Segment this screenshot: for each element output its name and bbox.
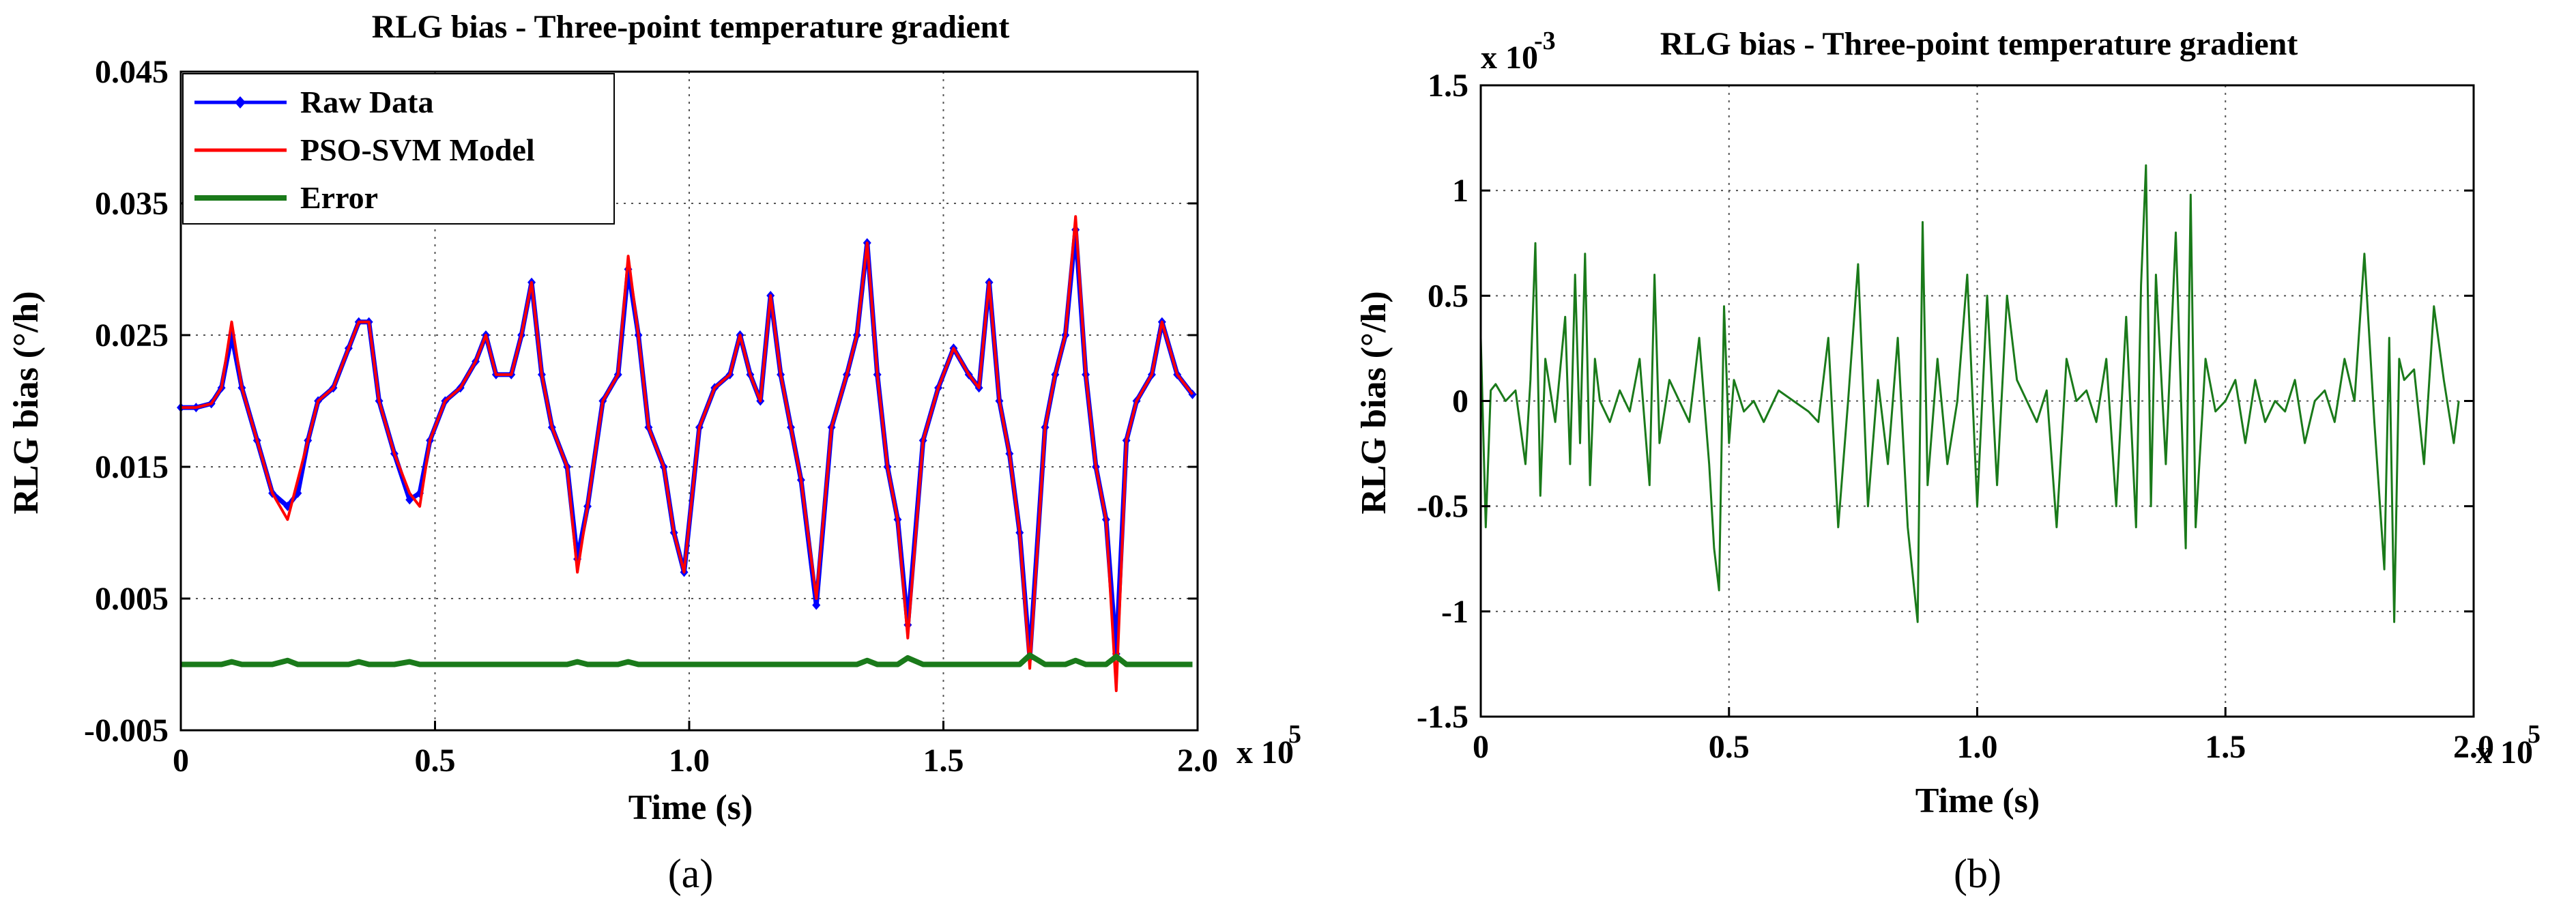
chart-b-x-exponent-base: x 10 xyxy=(2476,734,2533,771)
chart-b-plot-area xyxy=(1479,164,2460,623)
b-ytick-label: 0.5 xyxy=(1428,278,1468,314)
chart-b-y-exponent-base: x 10 xyxy=(1481,40,1538,76)
chart-a-x-ticks: 0 0.5 1.0 1.5 2.0 xyxy=(173,721,1218,779)
chart-a-legend: Raw Data PSO-SVM Model Error xyxy=(182,73,615,225)
a-xtick-label: 0.5 xyxy=(415,743,456,779)
chart-b-grid xyxy=(1481,85,2474,717)
chart-b-x-exponent-power: 5 xyxy=(2528,720,2541,749)
chart-b: RLG bias - Three-point temperature gradi… xyxy=(1355,26,2541,896)
chart-a-legend-label-pso-svm-model: PSO-SVM Model xyxy=(300,132,535,167)
a-ytick-label: -0.005 xyxy=(84,713,169,749)
chart-a-grid xyxy=(181,72,1198,730)
chart-a-x-axis-label: Time (s) xyxy=(628,788,753,827)
a-ytick-label: 0.015 xyxy=(95,449,169,485)
chart-a: RLG bias - Three-point temperature gradi… xyxy=(7,9,1301,896)
chart-b-caption: (b) xyxy=(1954,851,2001,896)
chart-b-title: RLG bias - Three-point temperature gradi… xyxy=(1660,26,2298,62)
chart-a-legend-label-error: Error xyxy=(300,180,378,215)
b-xtick-label: 0 xyxy=(1473,729,1489,765)
b-xtick-label: 0.5 xyxy=(1709,729,1750,765)
a-xtick-label: 2.0 xyxy=(1177,743,1218,779)
chart-b-y-exponent-power: -3 xyxy=(1534,27,1556,55)
chart-a-x-exponent-base: x 10 xyxy=(1236,734,1294,771)
b-xtick-label: 2.0 xyxy=(2453,729,2494,765)
a-series-error-line xyxy=(181,652,1193,667)
chart-b-y-ticks: -1.5 -1 -0.5 0 0.5 1 1.5 xyxy=(1417,68,2474,735)
b-ytick-label: 1 xyxy=(1452,173,1468,209)
a-xtick-label: 0 xyxy=(173,743,189,779)
chart-a-x-exponent-power: 5 xyxy=(1288,720,1301,749)
chart-b-x-axis-label: Time (s) xyxy=(1915,781,2040,820)
b-ytick-label: -0.5 xyxy=(1417,489,1468,525)
b-xtick-label: 1.5 xyxy=(2205,729,2246,765)
chart-a-title: RLG bias - Three-point temperature gradi… xyxy=(372,9,1010,45)
chart-a-caption: (a) xyxy=(668,851,714,896)
b-series-series-line xyxy=(1479,164,2460,623)
b-xtick-label: 1.0 xyxy=(1957,729,1998,765)
a-ytick-label: 0.035 xyxy=(95,186,169,222)
b-ytick-label: 0 xyxy=(1452,384,1468,420)
chart-a-legend-marker-raw-data xyxy=(235,96,246,109)
chart-a-legend-label-raw-data: Raw Data xyxy=(300,85,433,119)
a-series-raw-data-line xyxy=(181,227,1195,661)
a-xtick-label: 1.5 xyxy=(923,743,964,779)
a-series-raw-data-point xyxy=(812,600,821,610)
b-ytick-label: -1.5 xyxy=(1417,699,1468,735)
a-series-pso-svm-model-line xyxy=(181,215,1194,693)
a-ytick-label: 0.045 xyxy=(95,54,169,90)
chart-b-y-axis-label: RLG bias (°/h) xyxy=(1355,291,1393,514)
b-ytick-label: -1 xyxy=(1441,594,1468,630)
chart-a-y-axis-label: RLG bias (°/h) xyxy=(7,291,46,514)
chart-a-y-ticks: -0.005 0.005 0.015 0.025 0.035 0.045 xyxy=(84,54,1198,749)
a-ytick-label: 0.005 xyxy=(95,581,169,617)
a-xtick-label: 1.0 xyxy=(669,743,710,779)
chart-a-plot-area xyxy=(177,215,1197,693)
a-ytick-label: 0.025 xyxy=(95,317,169,354)
b-ytick-label: 1.5 xyxy=(1428,68,1468,104)
chart-b-x-ticks: 0 0.5 1.0 1.5 2.0 xyxy=(1473,707,2494,765)
